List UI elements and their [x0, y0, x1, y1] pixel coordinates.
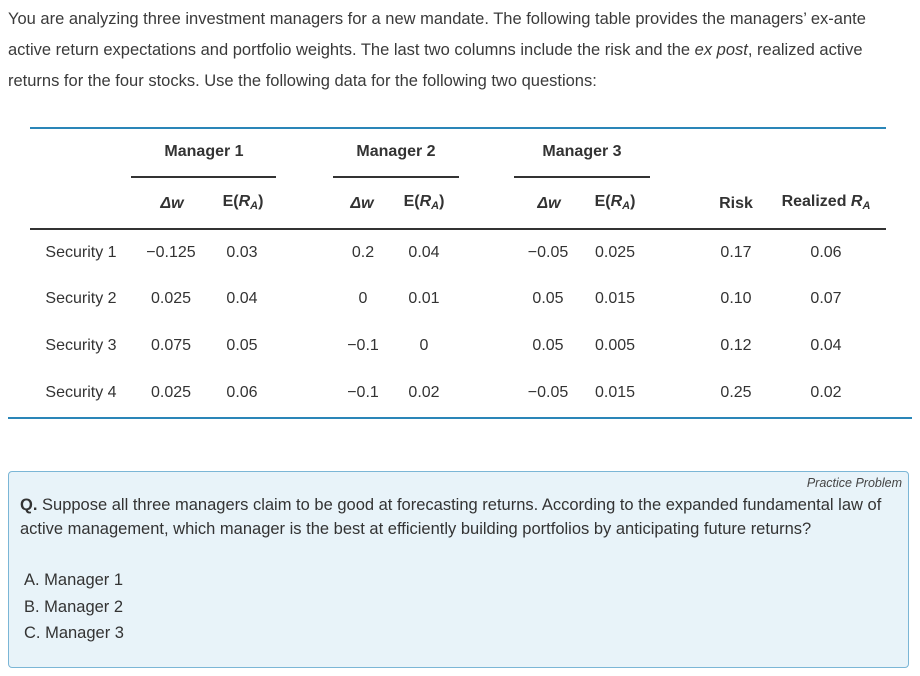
col-header-realized: Realized RA — [781, 193, 871, 212]
table-cell: 0.06 — [810, 244, 842, 261]
intro-text-italic: ex post — [694, 41, 748, 59]
col-header-m2-dw: Δw — [350, 195, 374, 212]
group-header-manager-2: Manager 2 — [356, 143, 436, 160]
col-header-m3-dw: Δw — [537, 195, 561, 212]
table-cell: 0.03 — [226, 244, 258, 261]
table-cell: 0.06 — [226, 384, 258, 401]
group-underline-1 — [131, 176, 276, 178]
table-cell: 0.02 — [810, 384, 842, 401]
intro-text-1: You are analyzing three investment manag… — [8, 10, 866, 59]
intro-text-2: , realized active returns for the four s… — [8, 41, 863, 90]
practice-problem-box: Practice Problem Q. Suppose all three ma… — [8, 471, 909, 668]
group-header-manager-3: Manager 3 — [542, 143, 622, 160]
intro-paragraph: You are analyzing three investment manag… — [8, 4, 913, 97]
table-cell: 0.17 — [720, 244, 752, 261]
table-top-rule — [30, 127, 886, 129]
table-cell: 0.025 — [594, 244, 636, 261]
table-cell: 0.10 — [720, 290, 752, 307]
table-header-rule — [30, 228, 886, 230]
table-bottom-rule — [8, 417, 912, 419]
table-cell: 0.04 — [408, 244, 440, 261]
practice-problem-label: Practice Problem — [806, 476, 902, 490]
question-text: Q. Suppose all three managers claim to b… — [20, 493, 900, 541]
table-cell: 0.2 — [351, 244, 375, 261]
col-header-risk: Risk — [719, 195, 753, 212]
question-prefix: Q. — [20, 496, 38, 514]
group-header-manager-1: Manager 1 — [164, 143, 244, 160]
table-cell: −0.1 — [347, 384, 379, 401]
row-label-security-3: Security 3 — [45, 337, 117, 354]
table-cell: 0.05 — [532, 290, 564, 307]
row-label-security-2: Security 2 — [45, 290, 117, 307]
table-cell: 0.05 — [226, 337, 258, 354]
col-header-m2-er: E(RA) — [403, 193, 445, 212]
row-label-security-1: Security 1 — [45, 244, 117, 261]
table-cell: 0.015 — [594, 384, 636, 401]
table-cell: 0.25 — [720, 384, 752, 401]
table-cell: 0.075 — [150, 337, 192, 354]
table-cell: 0 — [419, 337, 429, 354]
table-cell: 0 — [358, 290, 368, 307]
group-underline-2 — [333, 176, 459, 178]
table-cell: 0.005 — [594, 337, 636, 354]
table-cell: 0.12 — [720, 337, 752, 354]
table-cell: 0.02 — [408, 384, 440, 401]
option-c[interactable]: C. Manager 3 — [24, 624, 124, 642]
option-b[interactable]: B. Manager 2 — [24, 597, 124, 616]
table-cell: 0.01 — [408, 290, 440, 307]
table-cell: 0.015 — [594, 290, 636, 307]
group-underline-3 — [514, 176, 650, 178]
table-cell: 0.04 — [810, 337, 842, 354]
table-cell: −0.125 — [146, 244, 196, 261]
question-body: Suppose all three managers claim to be g… — [20, 496, 882, 538]
table-cell: 0.07 — [810, 290, 842, 307]
table-cell: −0.05 — [527, 384, 569, 401]
table-cell: 0.025 — [150, 290, 192, 307]
table-cell: 0.025 — [150, 384, 192, 401]
option-a[interactable]: A. Manager 1 — [24, 571, 124, 589]
table-cell: 0.05 — [532, 337, 564, 354]
col-header-m3-er: E(RA) — [594, 193, 636, 212]
col-header-m1-er: E(RA) — [222, 193, 264, 212]
row-label-security-4: Security 4 — [45, 384, 117, 401]
col-header-m1-dw: Δw — [160, 195, 184, 212]
answer-options: A. Manager 1 B. Manager 2 C. Manager 3 — [24, 567, 124, 647]
table-cell: −0.1 — [347, 337, 379, 354]
table-cell: 0.04 — [226, 290, 258, 307]
table-cell: −0.05 — [527, 244, 569, 261]
